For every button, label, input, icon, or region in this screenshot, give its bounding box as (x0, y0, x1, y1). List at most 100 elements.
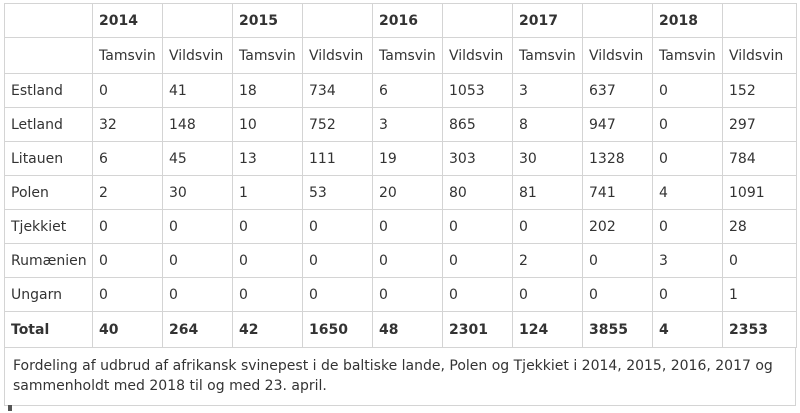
value-cell: 32 (92, 107, 163, 142)
value-cell: 28 (722, 209, 797, 244)
table-row: Tjekkiet 0 0 0 0 0 0 0 202 0 28 (4, 209, 797, 244)
value-cell: 0 (162, 243, 233, 278)
subheader-tamsvin: Tamsvin (512, 37, 583, 74)
value-cell: 20 (372, 175, 443, 210)
table-row: Letland 32 148 10 752 3 865 8 947 0 297 (4, 107, 797, 142)
country-label: Polen (4, 175, 93, 210)
country-label: Tjekkiet (4, 209, 93, 244)
value-cell: 303 (442, 141, 513, 176)
table-row: Polen 2 30 1 53 20 80 81 741 4 1091 (4, 175, 797, 210)
empty-header-cell (302, 3, 373, 38)
value-cell: 6 (92, 141, 163, 176)
value-cell: 0 (442, 209, 513, 244)
value-cell: 637 (582, 73, 653, 108)
value-cell: 0 (442, 277, 513, 312)
table-row: Litauen 6 45 13 111 19 303 30 1328 0 784 (4, 141, 797, 176)
value-cell: 30 (162, 175, 233, 210)
value-cell: 1 (722, 277, 797, 312)
value-cell: 3 (652, 243, 723, 278)
value-cell: 53 (302, 175, 373, 210)
value-cell: 1091 (722, 175, 797, 210)
total-value-cell: 4 (652, 311, 723, 348)
value-cell: 45 (162, 141, 233, 176)
value-cell: 2 (92, 175, 163, 210)
value-cell: 752 (302, 107, 373, 142)
subheader-tamsvin: Tamsvin (652, 37, 723, 74)
value-cell: 0 (302, 209, 373, 244)
total-value-cell: 48 (372, 311, 443, 348)
country-label: Litauen (4, 141, 93, 176)
value-cell: 0 (92, 209, 163, 244)
table-row: Rumænien 0 0 0 0 0 0 2 0 3 0 (4, 243, 797, 278)
value-cell: 947 (582, 107, 653, 142)
value-cell: 18 (232, 73, 303, 108)
cropped-glyph (8, 405, 12, 411)
value-cell: 734 (302, 73, 373, 108)
corner-cell (4, 37, 93, 74)
country-label: Letland (4, 107, 93, 142)
value-cell: 19 (372, 141, 443, 176)
value-cell: 0 (582, 277, 653, 312)
empty-header-cell (722, 3, 797, 38)
table-row: Estland 0 41 18 734 6 1053 3 637 0 152 (4, 73, 797, 108)
value-cell: 741 (582, 175, 653, 210)
value-cell: 1053 (442, 73, 513, 108)
value-cell: 0 (302, 243, 373, 278)
year-header-cell: 2017 (512, 3, 583, 38)
value-cell: 0 (92, 277, 163, 312)
year-header-cell: 2014 (92, 3, 163, 38)
total-label: Total (4, 311, 93, 348)
subheader-vildsvin: Vildsvin (302, 37, 373, 74)
subheader-tamsvin: Tamsvin (232, 37, 303, 74)
total-value-cell: 42 (232, 311, 303, 348)
value-cell: 0 (372, 209, 443, 244)
total-value-cell: 1650 (302, 311, 373, 348)
value-cell: 10 (232, 107, 303, 142)
value-cell: 1 (232, 175, 303, 210)
country-label: Estland (4, 73, 93, 108)
country-label: Ungarn (4, 277, 93, 312)
value-cell: 0 (232, 243, 303, 278)
value-cell: 297 (722, 107, 797, 142)
value-cell: 3 (372, 107, 443, 142)
value-cell: 0 (512, 209, 583, 244)
table-caption: Fordeling af udbrud af afrikansk svinepe… (4, 348, 796, 406)
subheader-vildsvin: Vildsvin (162, 37, 233, 74)
value-cell: 0 (372, 277, 443, 312)
value-cell: 2 (512, 243, 583, 278)
total-value-cell: 2353 (722, 311, 797, 348)
total-value-cell: 3855 (582, 311, 653, 348)
value-cell: 111 (302, 141, 373, 176)
year-header-row: 2014 2015 2016 2017 2018 (4, 3, 797, 38)
value-cell: 1328 (582, 141, 653, 176)
year-header-cell: 2015 (232, 3, 303, 38)
table-row: Ungarn 0 0 0 0 0 0 0 0 0 1 (4, 277, 797, 312)
empty-header-cell (582, 3, 653, 38)
country-label: Rumænien (4, 243, 93, 278)
value-cell: 13 (232, 141, 303, 176)
year-header-cell: 2018 (652, 3, 723, 38)
total-value-cell: 2301 (442, 311, 513, 348)
total-value-cell: 124 (512, 311, 583, 348)
value-cell: 8 (512, 107, 583, 142)
value-cell: 4 (652, 175, 723, 210)
outbreak-table-figure: 2014 2015 2016 2017 2018 Tamsvin Vildsvin Tamsv… (4, 3, 797, 406)
value-cell: 0 (722, 243, 797, 278)
value-cell: 0 (652, 141, 723, 176)
value-cell: 3 (512, 73, 583, 108)
value-cell: 0 (442, 243, 513, 278)
value-cell: 0 (92, 243, 163, 278)
subheader-vildsvin: Vildsvin (442, 37, 513, 74)
total-value-cell: 264 (162, 311, 233, 348)
value-cell: 80 (442, 175, 513, 210)
value-cell: 0 (162, 277, 233, 312)
value-cell: 41 (162, 73, 233, 108)
value-cell: 784 (722, 141, 797, 176)
value-cell: 0 (652, 73, 723, 108)
total-value-cell: 40 (92, 311, 163, 348)
year-header-cell: 2016 (372, 3, 443, 38)
value-cell: 0 (162, 209, 233, 244)
value-cell: 0 (652, 277, 723, 312)
total-row: Total 40 264 42 1650 48 2301 124 3855 4 2353 (4, 311, 797, 348)
value-cell: 0 (232, 277, 303, 312)
